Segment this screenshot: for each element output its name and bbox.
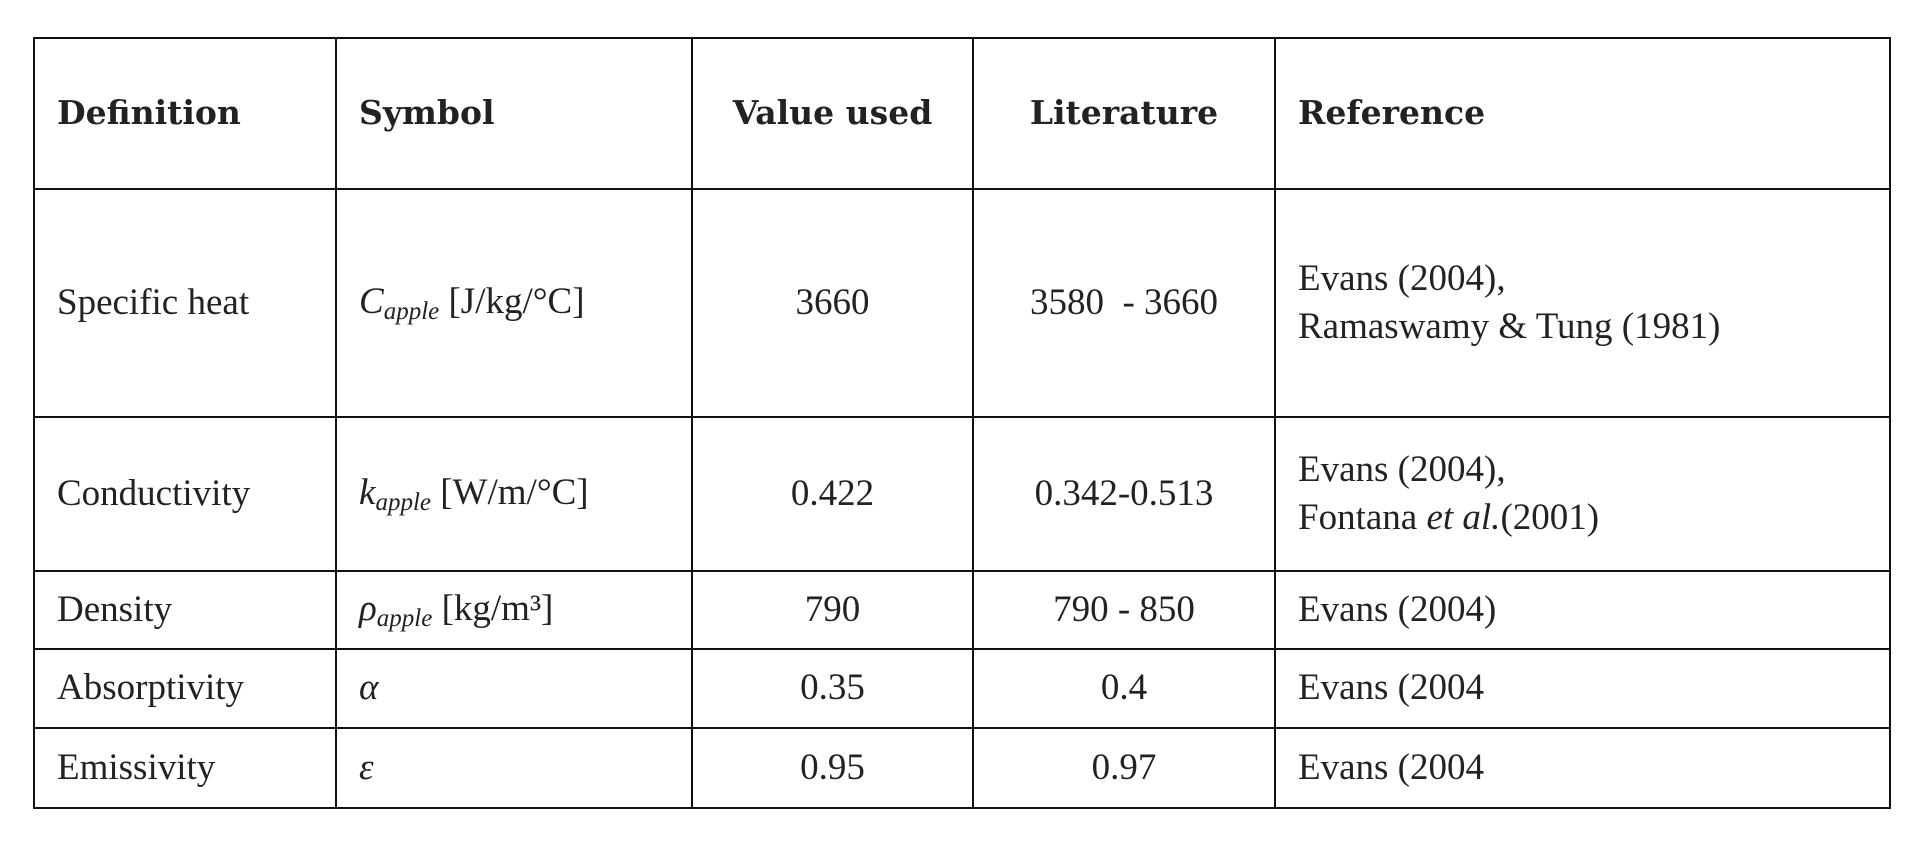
table-row: Conductivity kapple [W/m/°C] 0.422 0.342-0.… (33, 416, 1891, 572)
symbol-unit: [J/kg/°C] (448, 280, 585, 322)
header-cell: Reference (1274, 37, 1891, 190)
reference-line: Evans (2004), (1298, 446, 1867, 494)
reference-line: Evans (2004 (1298, 664, 1867, 712)
table-row: Specific heat Capple [J/kg/°C] 3660 3580 - … (33, 188, 1891, 418)
reference-line: Fontana et al.(2001) (1298, 494, 1867, 542)
header-cell: Literature (972, 37, 1276, 190)
literature-cell: 0.342-0.513 (972, 416, 1276, 572)
value-cell: 3660 (691, 188, 974, 418)
reference-line: Evans (2004) (1298, 586, 1867, 634)
value-cell: 0.35 (691, 648, 974, 729)
symbol-unit: [W/m/°C] (440, 471, 589, 513)
reference-cell: Evans (2004) (1274, 570, 1891, 650)
definition-cell: Conductivity (33, 416, 337, 572)
reference-cell: Evans (2004), Fontana et al.(2001) (1274, 416, 1891, 572)
reference-text: Evans (2004) (1298, 588, 1497, 630)
reference-text: Evans (2004), (1298, 448, 1506, 490)
reference-line: Evans (2004 (1298, 744, 1867, 792)
literature-cell: 0.97 (972, 727, 1276, 809)
table-row: Density ρapple [kg/m³] 790 790 - 850 Evans (… (33, 570, 1891, 650)
symbol-cell: ρapple [kg/m³] (335, 570, 693, 650)
value-cell: 790 (691, 570, 974, 650)
reference-text: Evans (2004 (1298, 746, 1484, 788)
reference-text: Evans (2004), (1298, 257, 1506, 299)
header-cell: Definition (33, 37, 337, 190)
symbol: α (359, 667, 379, 709)
symbol-subscript: apple (383, 297, 440, 325)
symbol-cell: kapple [W/m/°C] (335, 416, 693, 572)
header-row: Definition Symbol Value used Literature Refe… (33, 37, 1891, 190)
reference-cell: Evans (2004), Ramaswamy & Tung (1981) (1274, 188, 1891, 418)
reference-line: Ramaswamy & Tung (1981) (1298, 303, 1867, 351)
definition-cell: Density (33, 570, 337, 650)
reference-text: Ramaswamy & Tung (1981) (1298, 306, 1721, 347)
definition-cell: Emissivity (33, 727, 337, 809)
header-cell: Value used (691, 37, 974, 190)
reference-text: Evans (2004 (1298, 667, 1484, 709)
definition-cell: Absorptivity (33, 648, 337, 729)
symbol: ε (359, 746, 374, 788)
symbol-cell: α (335, 648, 693, 729)
table-row: Absorptivity α 0.35 0.4 Evans (2004 (33, 648, 1891, 729)
reference-text: et al. (1426, 497, 1501, 538)
reference-cell: Evans (2004 (1274, 648, 1891, 729)
symbol: ρ (359, 587, 377, 629)
symbol-cell: ε (335, 727, 693, 809)
header-cell: Symbol (335, 37, 693, 190)
literature-cell: 3580 - 3660 (972, 188, 1276, 418)
literature-cell: 790 - 850 (972, 570, 1276, 650)
symbol-subscript: apple (375, 488, 431, 516)
value-cell: 0.422 (691, 416, 974, 572)
table-row: Emissivity ε 0.95 0.97 Evans (2004 (33, 727, 1891, 809)
symbol-unit: [kg/m³] (441, 587, 554, 629)
definition-cell: Specific heat (33, 188, 337, 418)
reference-text: Fontana (1298, 497, 1427, 538)
reference-cell: Evans (2004 (1274, 727, 1891, 809)
reference-text: (2001) (1500, 497, 1600, 538)
parameter-table: Definition Symbol Value used Literature Refe… (33, 37, 1891, 809)
literature-cell: 0.4 (972, 648, 1276, 729)
symbol-subscript: apple (376, 604, 433, 632)
symbol-cell: Capple [J/kg/°C] (335, 188, 693, 418)
value-cell: 0.95 (691, 727, 974, 809)
symbol: C (359, 280, 384, 322)
symbol: k (359, 471, 376, 513)
reference-line: Evans (2004), (1298, 255, 1867, 303)
